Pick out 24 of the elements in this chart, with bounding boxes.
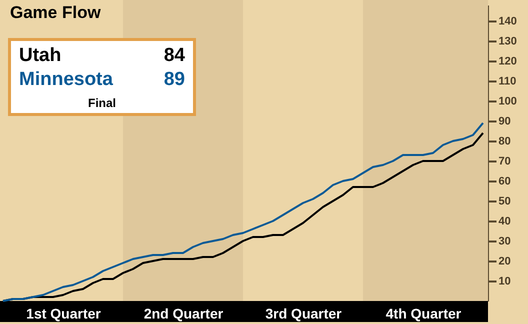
y-tick-label: 80 [498,136,511,148]
y-tick-label: 100 [498,96,517,108]
y-tick-label: 130 [498,36,517,48]
y-tick-label: 110 [498,76,516,88]
annotation: Final [86,96,117,110]
y-tick-label: 60 [498,176,511,188]
y-tick-label: 30 [498,236,511,248]
y-tick-label: 120 [498,56,517,68]
annotation: 84 [164,44,185,68]
y-tick-label: 90 [498,116,511,128]
text: Minnesota [19,68,113,92]
x-tick-label: 2nd Quarter [144,306,224,322]
y-tick-label: 70 [498,156,511,168]
x-tick-label: 3rd Quarter [265,306,342,322]
x-tick-label: 1st Quarter [26,306,102,322]
annotation: 89 [164,68,185,92]
chart-title: Game Flow [10,3,101,23]
text: Utah [19,44,62,68]
x-tick-label: 4th Quarter [386,306,462,322]
y-tick-label: 20 [498,256,511,268]
y-tick-label: 40 [498,216,511,228]
y-tick-label: 50 [498,196,511,208]
y-tick-label: 10 [498,276,511,288]
y-tick-label: 140 [498,16,517,28]
